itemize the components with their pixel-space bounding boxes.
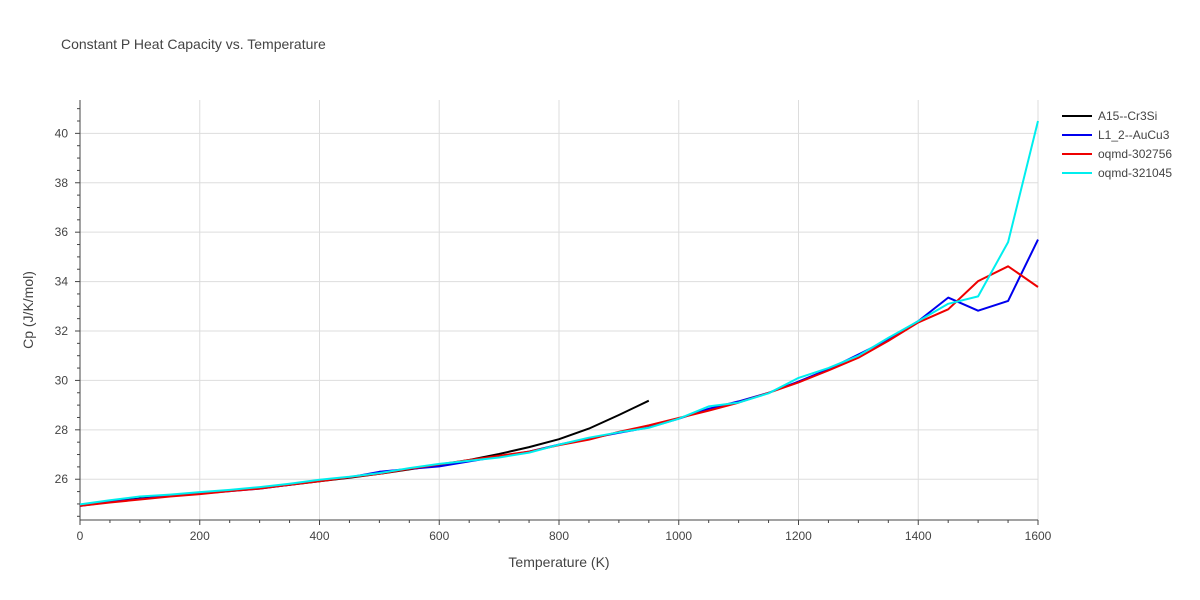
x-tick-label: 1000 bbox=[665, 529, 692, 543]
x-tick-label: 0 bbox=[77, 529, 84, 543]
legend-swatch bbox=[1062, 114, 1092, 117]
y-tick-label: 28 bbox=[55, 423, 69, 437]
y-tick-label: 38 bbox=[55, 176, 69, 190]
legend: A15--Cr3Si L1_2--AuCu3 oqmd-302756 oqmd-321… bbox=[1062, 106, 1172, 182]
legend-swatch bbox=[1062, 133, 1092, 136]
x-tick-label: 1600 bbox=[1025, 529, 1052, 543]
legend-item-l1-2-aucu3[interactable]: L1_2--AuCu3 bbox=[1062, 125, 1172, 144]
x-tick-label: 1400 bbox=[905, 529, 932, 543]
x-tick-label: 600 bbox=[429, 529, 449, 543]
series-line-oqmd-321045 bbox=[79, 120, 1039, 506]
y-tick-label: 34 bbox=[55, 275, 69, 289]
legend-label: oqmd-321045 bbox=[1098, 165, 1173, 180]
x-axis-label: Temperature (K) bbox=[508, 554, 610, 570]
legend-label: oqmd-302756 bbox=[1098, 146, 1173, 161]
axes: 0 200 400 600 800 1000 1200 1400 1600 26 28 30 32 34 3… bbox=[55, 100, 1052, 543]
chart-title: Constant P Heat Capacity vs. Temperature bbox=[61, 36, 326, 52]
series-lines bbox=[79, 120, 1039, 507]
x-tick-label: 800 bbox=[549, 529, 569, 543]
x-tick-label: 1200 bbox=[785, 529, 812, 543]
y-axis-label: Cp (J/K/mol) bbox=[20, 271, 36, 349]
legend-swatch bbox=[1062, 171, 1092, 174]
legend-swatch bbox=[1062, 152, 1092, 155]
y-tick-label: 32 bbox=[55, 324, 69, 338]
x-tick-label: 400 bbox=[309, 529, 329, 543]
legend-item-oqmd-302756[interactable]: oqmd-302756 bbox=[1062, 144, 1172, 163]
legend-item-a15-cr3si[interactable]: A15--Cr3Si bbox=[1062, 106, 1172, 125]
y-tick-label: 30 bbox=[55, 373, 69, 387]
series-line-a15-cr3si bbox=[79, 399, 650, 507]
grid-lines bbox=[80, 100, 1039, 520]
y-tick-label: 36 bbox=[55, 225, 69, 239]
y-tick-label: 40 bbox=[55, 126, 69, 140]
legend-item-oqmd-321045[interactable]: oqmd-321045 bbox=[1062, 163, 1172, 182]
y-tick-label: 26 bbox=[55, 472, 69, 486]
legend-label: A15--Cr3Si bbox=[1098, 108, 1158, 123]
legend-label: L1_2--AuCu3 bbox=[1098, 127, 1170, 142]
x-tick-label: 200 bbox=[190, 529, 210, 543]
